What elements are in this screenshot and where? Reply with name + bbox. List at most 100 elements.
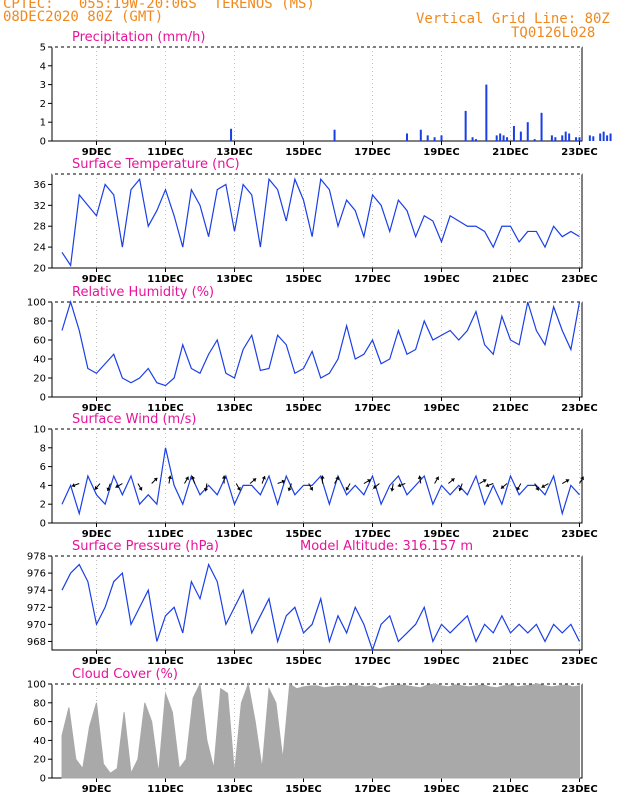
cloud-xtick-label: 21DEC <box>492 784 528 795</box>
pres-xtick-label: 11DEC <box>147 656 183 667</box>
precip-bar <box>568 133 571 141</box>
precip-bar <box>599 133 602 141</box>
precip-bar <box>230 128 233 141</box>
wind-xtick-label: 13DEC <box>216 529 252 540</box>
wind-wind-arrowhead <box>309 486 314 491</box>
temp-frame <box>51 173 583 269</box>
wind-wind-arrowhead <box>320 475 325 479</box>
panels: 0 1 2 3 4 5 9DEC 11DEC 13DEC 15DEC 17DEC 19DEC 21DEC… <box>27 30 612 795</box>
pres-title: Surface Pressure (hPa) <box>72 539 219 554</box>
wind-wind-arrowhead <box>565 479 570 483</box>
temp-ytick-label: 28 <box>33 222 46 233</box>
wind-wind-arrowhead <box>94 485 99 490</box>
cloud-ytick-label: 80 <box>33 698 46 709</box>
precip-xtick-label: 19DEC <box>423 147 459 158</box>
header-grid-note: Vertical Grid Line: 80Z <box>416 11 610 27</box>
wind-wind-arrowhead <box>252 478 257 482</box>
precip-xtick-label: 13DEC <box>216 147 252 158</box>
cloud-ytick-label: 40 <box>33 736 46 747</box>
rh-title: Relative Humidity (%) <box>72 285 214 300</box>
precip-bar <box>561 135 564 141</box>
wind-wind-arrowhead <box>390 488 395 492</box>
precip-frame <box>51 46 583 142</box>
temp-xtick-label: 23DEC <box>561 274 597 285</box>
wind-xtick-label: 23DEC <box>561 529 597 540</box>
temp-ytick-label: 20 <box>33 264 46 275</box>
pres-annotation: Model Altitude: 316.157 m <box>300 539 473 554</box>
rh-ytick-label: 40 <box>33 355 46 366</box>
pres-series-line <box>61 562 581 652</box>
rh-xtick-label: 19DEC <box>423 403 459 414</box>
pres-ytick-label: 972 <box>27 603 46 614</box>
wind-wind-arrowhead <box>221 475 227 479</box>
precip-bar <box>502 135 505 141</box>
wind-wind-arrowhead <box>458 487 463 492</box>
pres-panel: 968 970 972 974 976 978 9DEC 11DEC 13DEC 15DEC 17D… <box>27 539 598 667</box>
cloud-xtick-label: 19DEC <box>423 784 459 795</box>
pres-xtick-label: 9DEC <box>82 656 111 667</box>
wind-wind-arrowhead <box>71 483 76 488</box>
wind-wind-arrowhead <box>580 476 584 481</box>
pres-ytick-label: 974 <box>27 586 46 597</box>
wind-xtick-label: 11DEC <box>147 529 183 540</box>
precip-bar <box>526 122 529 141</box>
precip-ytick-label: 0 <box>40 137 46 148</box>
wind-wind-arrowhead <box>485 483 490 488</box>
temp-xtick-label: 9DEC <box>82 274 111 285</box>
wind-wind-arrowhead <box>203 488 209 492</box>
precip-xtick-label: 17DEC <box>354 147 390 158</box>
precip-bar <box>533 139 536 141</box>
temp-title: Surface Temperature (nC) <box>72 157 240 172</box>
pres-ytick-label: 976 <box>27 569 46 580</box>
wind-xtick-label: 19DEC <box>423 529 459 540</box>
precip-bar <box>475 139 477 141</box>
wind-series-line <box>61 447 580 516</box>
wind-wind-arrowhead <box>367 479 371 483</box>
rh-xtick-label: 9DEC <box>82 403 111 414</box>
cloud-xtick-label: 9DEC <box>82 784 111 795</box>
temp-xtick-label: 13DEC <box>216 274 252 285</box>
pres-xtick-label: 15DEC <box>285 656 321 667</box>
rh-ytick-label: 60 <box>33 336 46 347</box>
wind-xtick-label: 21DEC <box>492 529 528 540</box>
precip-bar <box>540 112 543 141</box>
wind-wind-arrowhead <box>535 486 540 491</box>
wind-wind-arrowhead <box>115 484 120 488</box>
precip-xtick-label: 21DEC <box>492 147 528 158</box>
cloud-ytick-label: 20 <box>33 755 46 766</box>
cloud-xtick-label: 17DEC <box>354 784 390 795</box>
wind-wind-arrowhead <box>417 475 423 479</box>
wind-wind-arrowhead <box>153 477 158 482</box>
cloud-xtick-label: 13DEC <box>216 784 252 795</box>
wind-title: Surface Wind (m/s) <box>72 412 196 427</box>
precip-ytick-label: 2 <box>40 99 46 110</box>
precip-bar <box>564 131 567 141</box>
rh-ytick-label: 80 <box>33 317 46 328</box>
precip-ytick-label: 5 <box>40 43 46 54</box>
rh-ytick-label: 20 <box>33 374 46 385</box>
wind-wind-arrowhead <box>167 475 172 479</box>
pres-xtick-label: 13DEC <box>216 656 252 667</box>
rh-ytick-label: 100 <box>27 298 46 309</box>
pres-xtick-label: 17DEC <box>354 656 390 667</box>
wind-xtick-label: 15DEC <box>285 529 321 540</box>
precip-bar <box>578 137 581 141</box>
wind-ytick-label: 8 <box>40 443 46 454</box>
cloud-ytick-label: 100 <box>27 680 46 691</box>
wind-ytick-label: 4 <box>40 481 46 492</box>
cloud-xtick-label: 15DEC <box>285 784 321 795</box>
wind-wind-arrowhead <box>138 486 143 491</box>
wind-ytick-label: 6 <box>40 462 46 473</box>
pres-xtick-label: 19DEC <box>423 656 459 667</box>
rh-xtick-label: 21DEC <box>492 403 528 414</box>
wind-wind-arrowhead <box>541 484 546 488</box>
precip-bar <box>419 129 422 141</box>
wind-wind-arrowhead <box>450 478 455 482</box>
precip-xtick-label: 23DEC <box>561 147 597 158</box>
temp-ytick-label: 32 <box>33 201 46 212</box>
cloud-ytick-label: 60 <box>33 717 46 728</box>
precip-ytick-label: 3 <box>40 80 46 91</box>
wind-wind-arrowhead <box>106 487 111 492</box>
precip-bar <box>406 133 408 141</box>
temp-xtick-label: 11DEC <box>147 274 183 285</box>
